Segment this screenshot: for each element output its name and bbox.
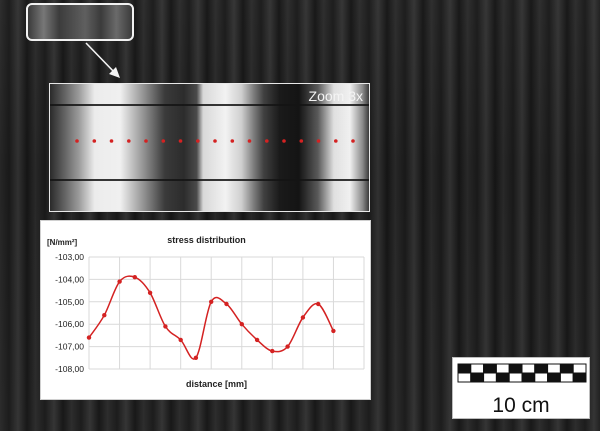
scale-segment-top bbox=[521, 363, 536, 374]
y-tick-label: -108,00 bbox=[55, 364, 84, 374]
data-point bbox=[178, 337, 183, 343]
scale-segment-top bbox=[559, 363, 574, 374]
measurement-point bbox=[265, 139, 269, 143]
data-point bbox=[86, 335, 92, 340]
measurement-point bbox=[109, 139, 114, 143]
x-axis-label: distance [mm] bbox=[186, 379, 247, 389]
measurement-point bbox=[230, 139, 235, 143]
y-tick-label: -103,00 bbox=[55, 252, 84, 262]
measurement-point bbox=[316, 139, 321, 143]
data-point bbox=[316, 301, 321, 307]
scale-segment-bottom bbox=[470, 372, 485, 383]
measurement-point bbox=[213, 139, 217, 143]
measurement-point bbox=[127, 139, 131, 143]
zoom-band-line bbox=[50, 179, 369, 181]
scale-segment-bottom bbox=[547, 372, 561, 383]
data-point bbox=[331, 328, 336, 334]
measurement-point bbox=[351, 139, 355, 143]
measurement-point bbox=[161, 139, 166, 143]
data-point bbox=[224, 301, 229, 307]
scale-segment-top bbox=[547, 363, 561, 374]
scale-segment-bottom bbox=[572, 372, 587, 383]
y-tick-label: -105,00 bbox=[55, 297, 84, 307]
scale-segment-bottom bbox=[483, 372, 497, 383]
measurement-points bbox=[75, 139, 355, 143]
measurement-point bbox=[247, 139, 252, 143]
measurement-point bbox=[299, 139, 304, 143]
scale-segment-top bbox=[483, 363, 497, 374]
measurement-point bbox=[92, 139, 97, 143]
data-point bbox=[102, 313, 107, 318]
scale-label: 10 cm bbox=[492, 394, 550, 417]
zoom-panel: Zoom 3x bbox=[49, 83, 370, 212]
stress-chart: -103,00 -104,00 -105,00 -106,00 -107,00 -108,… bbox=[40, 220, 371, 400]
chart-title: stress distribution bbox=[167, 235, 246, 245]
scale-segment-bottom bbox=[508, 372, 523, 383]
scale-bar: 10 cm bbox=[452, 357, 590, 419]
data-point bbox=[132, 275, 137, 280]
scale-segment-top bbox=[470, 363, 485, 374]
data-point bbox=[209, 299, 214, 304]
y-tick-label: -106,00 bbox=[55, 319, 84, 329]
scale-segment-bottom bbox=[495, 372, 510, 383]
scale-bar-checker bbox=[457, 363, 587, 383]
scale-segment-bottom bbox=[534, 372, 549, 383]
data-point bbox=[300, 315, 306, 320]
y-tick-label: -107,00 bbox=[55, 342, 84, 352]
measurement-point bbox=[75, 139, 79, 143]
measurement-point bbox=[178, 139, 183, 143]
measurement-point bbox=[144, 139, 148, 143]
zoom-band-line bbox=[50, 104, 369, 106]
measurement-point bbox=[334, 139, 338, 143]
data-point bbox=[193, 355, 199, 360]
scale-segment-top bbox=[495, 363, 510, 374]
scale-segment-top bbox=[457, 363, 472, 374]
measurement-point bbox=[282, 139, 286, 143]
data-point bbox=[254, 337, 260, 343]
data-point bbox=[163, 324, 168, 329]
y-tick-label: -104,00 bbox=[55, 274, 84, 284]
data-point bbox=[117, 279, 122, 284]
y-axis-label: [N/mm²] bbox=[47, 238, 78, 247]
scale-segment-bottom bbox=[457, 372, 472, 383]
data-point bbox=[285, 344, 290, 349]
data-point bbox=[239, 322, 244, 327]
data-point bbox=[147, 290, 153, 295]
scale-segment-bottom bbox=[559, 372, 574, 383]
scale-segment-bottom bbox=[521, 372, 536, 383]
chart-canvas: -103,00 -104,00 -105,00 -106,00 -107,00 -108,… bbox=[47, 235, 365, 389]
data-point bbox=[270, 348, 275, 354]
zoom-label: Zoom 3x bbox=[308, 88, 363, 104]
scale-segment-top bbox=[534, 363, 549, 374]
zoom-region-highlight bbox=[26, 3, 134, 41]
measurement-point bbox=[196, 139, 200, 143]
scale-segment-top bbox=[508, 363, 523, 374]
scale-segment-top bbox=[572, 363, 587, 374]
